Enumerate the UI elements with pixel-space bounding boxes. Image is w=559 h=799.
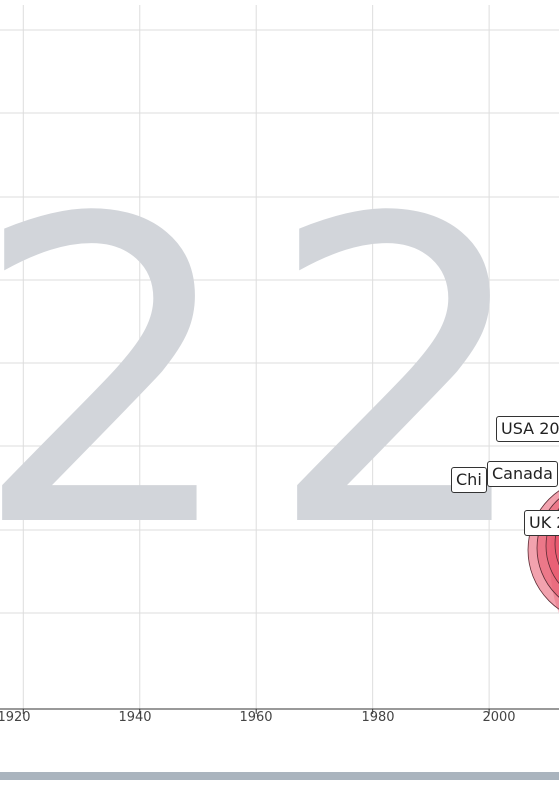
year-watermark-digit-2: 2: [266, 131, 534, 620]
x-tick-label: 1940: [118, 710, 152, 725]
year-watermark-digit-1: 2: [0, 131, 239, 620]
x-tick-label: 2000: [482, 710, 516, 725]
x-tick-label: 1980: [361, 710, 395, 725]
bubble-label-uk[interactable]: UK 2: [524, 510, 559, 536]
bubble-label-china[interactable]: Chi: [451, 467, 487, 493]
x-tick-label: 1920: [0, 710, 31, 725]
bubble-label-canada[interactable]: Canada: [487, 461, 558, 487]
grid-lines: [0, 5, 559, 709]
bubble-label-usa[interactable]: USA 20: [496, 416, 559, 442]
time-slider-track[interactable]: [0, 772, 559, 780]
x-axis-ticks: [22, 709, 490, 714]
x-tick-label: 1960: [239, 710, 273, 725]
